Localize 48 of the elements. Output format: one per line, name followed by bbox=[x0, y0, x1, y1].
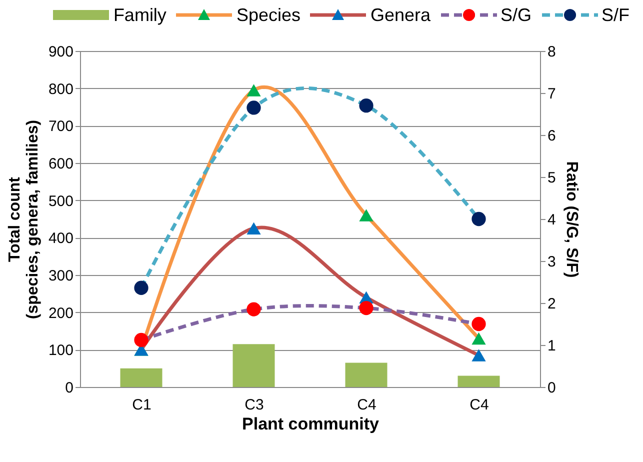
x-tick-label: C4 bbox=[357, 396, 376, 414]
y2-tick-label: 7 bbox=[548, 86, 556, 102]
legend-label: S/F bbox=[602, 4, 630, 26]
x-tick-label: C3 bbox=[244, 396, 264, 414]
y-tick-label: 800 bbox=[48, 80, 74, 98]
y-tick-label: 0 bbox=[65, 380, 74, 396]
point bbox=[359, 209, 374, 222]
legend-label: Species bbox=[236, 4, 300, 26]
bar bbox=[345, 362, 388, 387]
y2-tick-label: 3 bbox=[548, 254, 556, 270]
bar bbox=[458, 376, 500, 387]
x-tick-label: C1 bbox=[132, 396, 152, 414]
y2-tick-label: 1 bbox=[548, 338, 556, 354]
y-axis-title: Total count (species, genera, families) bbox=[6, 120, 42, 320]
point bbox=[134, 280, 148, 295]
point bbox=[134, 332, 148, 348]
y2-tick-label: 0 bbox=[548, 380, 556, 396]
point bbox=[472, 349, 486, 362]
y2-tick-label: 5 bbox=[548, 170, 556, 186]
y2-tick-label: 8 bbox=[548, 44, 556, 60]
point bbox=[246, 222, 261, 234]
y-tick-label: 900 bbox=[48, 44, 74, 60]
x-axis-title: Plant community bbox=[242, 414, 380, 434]
point bbox=[472, 332, 486, 345]
y-tick-label: 400 bbox=[48, 230, 74, 248]
y2-tick-label: 6 bbox=[548, 128, 556, 144]
point bbox=[246, 302, 261, 316]
y-tick-label: 300 bbox=[48, 268, 74, 284]
legend-label: Family bbox=[113, 4, 166, 26]
y2-tick-label: 4 bbox=[548, 212, 556, 228]
y2-tick-label: 2 bbox=[548, 296, 556, 312]
y-tick-label: 500 bbox=[48, 192, 74, 210]
y-tick-label: 700 bbox=[48, 118, 74, 136]
legend-label: S/G bbox=[500, 4, 532, 26]
y-tick-label: 600 bbox=[48, 156, 74, 172]
point bbox=[472, 212, 486, 226]
point bbox=[246, 100, 261, 115]
point bbox=[472, 316, 486, 332]
bar bbox=[232, 344, 275, 387]
y-tick-label: 100 bbox=[48, 342, 74, 360]
bar bbox=[120, 368, 162, 387]
point bbox=[359, 98, 374, 113]
x-tick-label: C4 bbox=[470, 396, 489, 414]
y2-axis-title: Ratio (S/G, S/F) bbox=[562, 161, 580, 278]
y-tick-label: 200 bbox=[48, 304, 74, 322]
legend-label: Genera bbox=[370, 4, 431, 26]
point bbox=[246, 84, 261, 96]
point bbox=[359, 300, 374, 316]
